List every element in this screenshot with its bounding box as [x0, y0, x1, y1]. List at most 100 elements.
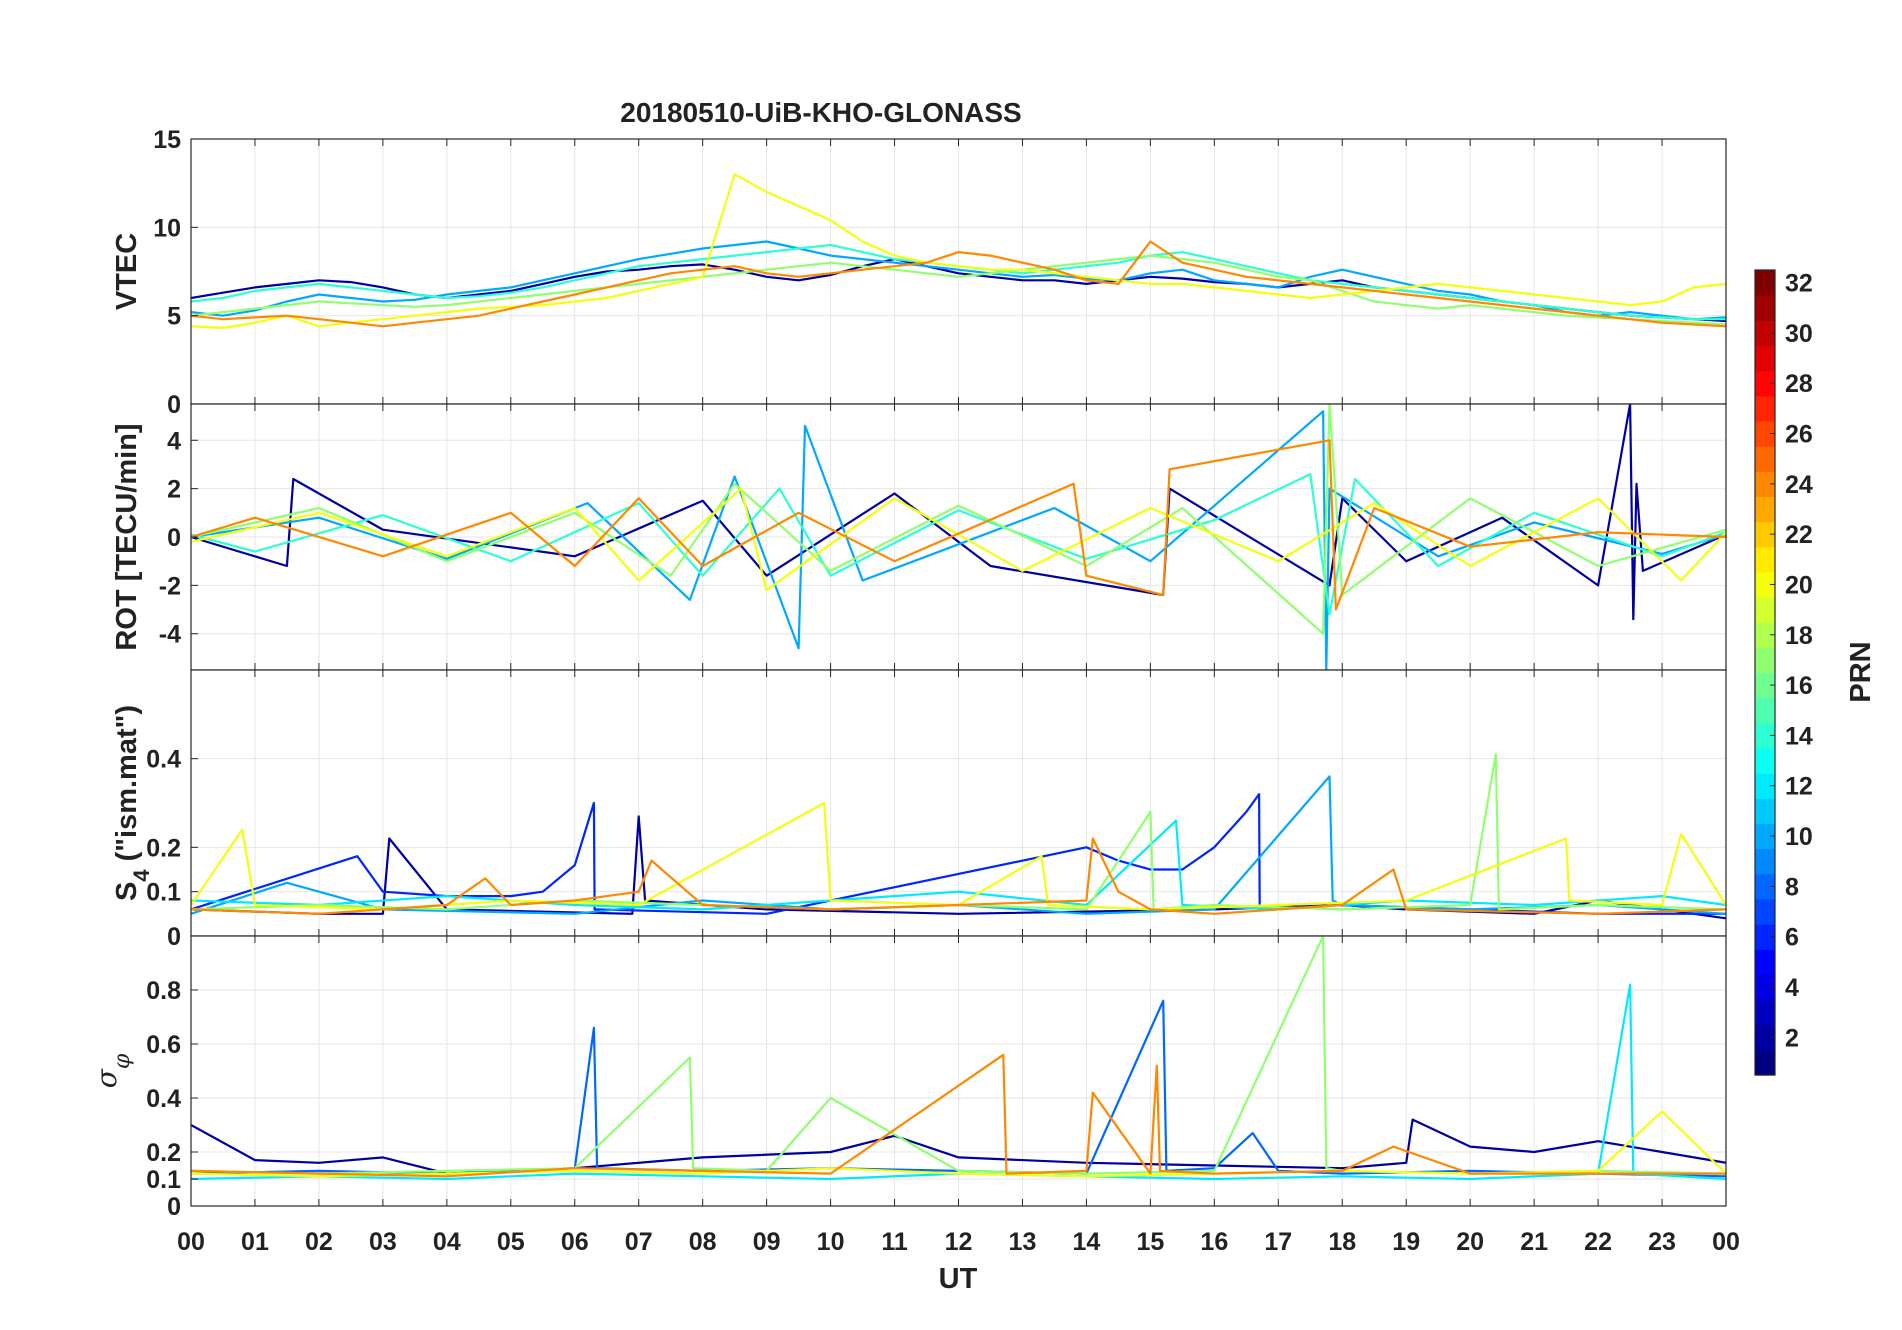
x-tick-label: 05 [497, 1228, 525, 1256]
x-tick-label: 13 [1009, 1228, 1037, 1256]
colorbar-segment [1755, 622, 1775, 648]
colorbar-segment [1755, 823, 1775, 850]
colorbar-segment [1755, 773, 1775, 799]
sigma-panel: 00.10.2 0.4 0.6 0.8 σφ [90, 935, 1727, 1221]
x-tick-label: 00 [177, 1228, 205, 1256]
colorbar-segment [1755, 647, 1775, 674]
colorbar-segment [1755, 370, 1775, 397]
colorbar-segment [1755, 521, 1775, 548]
x-tick-label: 23 [1648, 1228, 1676, 1256]
sigma-series-prn-24 [191, 1053, 1726, 1178]
x-tick-label: 00 [1712, 1228, 1740, 1256]
colorbar-segment [1755, 571, 1775, 598]
colorbar-segment [1755, 471, 1775, 498]
colorbar-tick-label: 32 [1785, 270, 1813, 298]
colorbar-tick-label: 10 [1785, 823, 1813, 851]
colorbar-tick-label: 14 [1785, 722, 1813, 750]
x-tick-label: 12 [945, 1228, 973, 1256]
x-tick-label: 18 [1328, 1228, 1356, 1256]
colorbar-segment [1755, 999, 1775, 1026]
vtec-panel: 0 5 10 15 VTEC [111, 126, 1727, 419]
colorbar-label: PRN [1845, 641, 1877, 702]
colorbar-segment [1755, 1049, 1775, 1076]
vtec-series-prn-24 [191, 240, 1726, 328]
rot-series-prn-17 [191, 404, 1726, 635]
rot-ytick-label: 4 [167, 427, 181, 455]
colorbar-segment [1755, 722, 1775, 749]
s4-ytick-label: 0.4 [146, 746, 181, 774]
s4-ytick-label: 0 [167, 923, 181, 951]
chart-title: 20180510-UiB-KHO-GLONASS [620, 97, 1021, 128]
colorbar-segment [1755, 697, 1775, 724]
colorbar-tick-label: 16 [1785, 672, 1813, 700]
colorbar-tick-label: 8 [1785, 873, 1799, 901]
rot-ytick-label: 0 [167, 524, 181, 552]
colorbar-segment [1755, 898, 1775, 925]
s4-series-group [191, 753, 1726, 920]
colorbar-segment [1755, 546, 1775, 573]
vtec-series-prn-17 [191, 254, 1726, 326]
vtec-ytick-label: 5 [167, 303, 181, 331]
x-axis-labels: 00 01 02 03 04 05 06 07 08 09 10 11 12 13 14 15 16 17 18 19… [177, 1228, 1740, 1256]
s4-panel: 0 0.1 0.2 0.4S4 ("ism.mat") [111, 669, 1727, 951]
colorbar-tick-label: 4 [1785, 974, 1799, 1002]
colorbar-segment [1755, 798, 1775, 825]
rot-series-group [191, 404, 1726, 670]
colorbar-tick-label: 24 [1785, 471, 1813, 499]
colorbar-tick-label: 2 [1785, 1024, 1799, 1052]
x-tick-label: 03 [369, 1228, 397, 1256]
s4-series-prn-10 [191, 775, 1726, 915]
x-axis-title: UT [939, 1263, 978, 1295]
colorbar-segment [1755, 974, 1775, 1001]
sigma-ytick-label: 0.2 [146, 1139, 181, 1167]
colorbar-tick-label: 12 [1785, 773, 1813, 801]
x-tick-label: 16 [1200, 1228, 1228, 1256]
x-tick-label: 02 [305, 1228, 333, 1256]
x-tick-label: 06 [561, 1228, 589, 1256]
colorbar-frame [1754, 269, 1776, 1076]
sigma-series-group [191, 936, 1726, 1181]
colorbar-segment [1755, 848, 1775, 875]
rot-grid [190, 404, 1727, 670]
sigma-ytick-label: 0.1 [146, 1166, 181, 1194]
x-tick-label: 21 [1520, 1228, 1548, 1256]
vtec-ytick-label: 15 [153, 126, 181, 154]
sigma-series-prn-20 [191, 1110, 1726, 1178]
x-tick-label: 01 [241, 1228, 269, 1256]
x-tick-label: 19 [1392, 1228, 1420, 1256]
colorbar-tick-label: 20 [1785, 571, 1813, 599]
colorbar-segment [1755, 420, 1775, 447]
vtec-series-prn-10 [191, 240, 1726, 321]
s4-ylabel: S4 ("ism.mat") [111, 705, 154, 901]
sigma-ylabel: σφ [90, 1053, 135, 1088]
colorbar-tick-label: 18 [1785, 622, 1813, 650]
colorbar-tick-label: 26 [1785, 421, 1813, 449]
s4-series-prn-24 [191, 837, 1726, 915]
colorbar-segment [1755, 295, 1775, 321]
x-tick-label: 08 [689, 1228, 717, 1256]
x-tick-label: 11 [881, 1228, 908, 1256]
sigma-ytick-label: 0.6 [146, 1031, 181, 1059]
colorbar-segment [1755, 1024, 1775, 1051]
colorbar-segment [1755, 672, 1775, 699]
sigma-series-prn-2 [191, 1118, 1726, 1175]
colorbar-segment [1755, 270, 1775, 296]
colorbar-segment [1755, 949, 1775, 975]
colorbar-segment [1755, 873, 1775, 900]
x-tick-label: 20 [1456, 1228, 1484, 1256]
colorbar-segment [1755, 597, 1775, 623]
x-tick-label: 04 [433, 1228, 461, 1256]
colorbar-segment [1755, 924, 1775, 950]
x-tick-label: 09 [753, 1228, 781, 1256]
colorbar-tick-label: 30 [1785, 320, 1813, 348]
colorbar-segment [1755, 747, 1775, 774]
vtec-ytick-label: 10 [153, 214, 181, 242]
vtec-ylabel: VTEC [111, 233, 143, 310]
colorbar-tick-label: 28 [1785, 370, 1813, 398]
x-tick-label: 17 [1264, 1228, 1292, 1256]
sigma-ytick-label: 0.8 [146, 977, 181, 1005]
colorbar-segment [1755, 320, 1775, 347]
colorbar-segment [1755, 496, 1775, 523]
colorbar-tick-label: 6 [1785, 924, 1799, 952]
x-tick-label: 14 [1073, 1228, 1101, 1256]
